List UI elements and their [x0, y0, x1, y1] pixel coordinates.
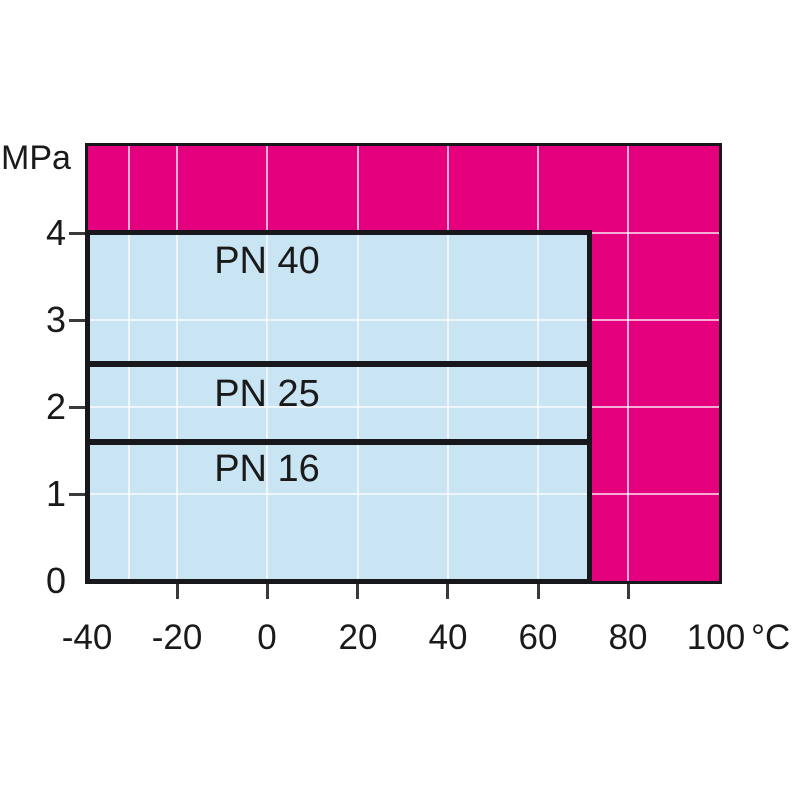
x-tick-60	[537, 584, 540, 599]
divider-2point5-mpa	[90, 361, 587, 367]
x-tick-20	[356, 584, 359, 599]
y-tick-2	[69, 406, 85, 409]
gridline-horizontal-3mpa	[90, 319, 587, 321]
y-tick-label-1: 1	[45, 473, 66, 514]
allowed-region-inner: PN 40 PN 25 PN 16	[90, 235, 587, 579]
divider-1point6-mpa	[90, 439, 587, 445]
forbidden-region: PN 40 PN 25 PN 16	[88, 146, 719, 581]
x-axis-unit-label: °C	[751, 618, 791, 657]
x-tick-40	[446, 584, 449, 599]
x-tick-80	[627, 584, 630, 599]
x-tick-label-100: 100	[686, 618, 746, 657]
pn25-band-label: PN 25	[214, 373, 320, 415]
x-tick-label-20: 20	[338, 618, 378, 657]
x-tick-label-0: 0	[257, 618, 277, 657]
y-tick-label-3: 3	[45, 299, 66, 340]
pn16-band-label: PN 16	[214, 448, 320, 490]
x-tick-minus20	[176, 584, 179, 599]
y-tick-label-4: 4	[45, 212, 66, 253]
y-tick-label-2: 2	[45, 386, 66, 427]
y-tick-4	[69, 232, 85, 235]
y-axis-unit-label: MPa	[1, 139, 71, 177]
x-tick-label-80: 80	[608, 618, 648, 657]
x-tick-label-minus40: -40	[61, 618, 113, 657]
gridline-vertical-80	[627, 146, 629, 581]
x-tick-0	[266, 584, 269, 599]
gridline-horizontal-2mpa	[90, 406, 587, 408]
allowed-region: PN 40 PN 25 PN 16	[88, 230, 592, 581]
x-tick-label-minus20: -20	[151, 618, 203, 657]
gridline-horizontal-1mpa	[90, 493, 587, 495]
y-tick-1	[69, 493, 85, 496]
y-tick-label-0: 0	[45, 560, 66, 601]
x-tick-label-40: 40	[428, 618, 468, 657]
plot-area: PN 40 PN 25 PN 16	[85, 143, 722, 584]
y-tick-3	[69, 319, 85, 322]
pn40-band-label: PN 40	[214, 240, 320, 282]
x-tick-label-60: 60	[518, 618, 558, 657]
